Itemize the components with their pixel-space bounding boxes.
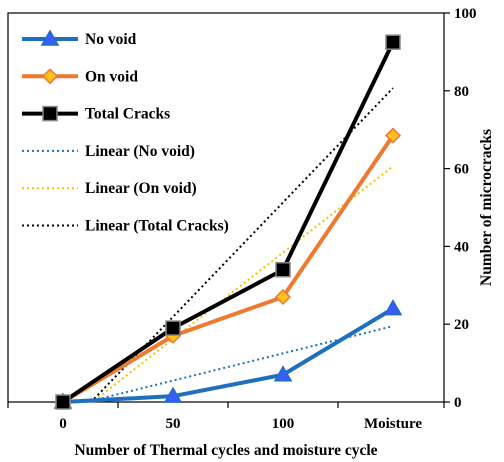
marker-on-void-100 (274, 288, 292, 306)
y-tick-label-0: 0 (454, 395, 462, 411)
trendline-linear-total-cracks (89, 87, 394, 402)
plot-border (7, 12, 445, 403)
legend-item-no-void: No void (22, 29, 137, 48)
marker-on-void-moisture (384, 127, 402, 144)
marker-total-cracks-0 (55, 394, 71, 410)
series-line-on-void (61, 134, 395, 404)
series-line-total-cracks (61, 41, 395, 404)
y-tick-label-80: 80 (454, 84, 469, 100)
legend-marker-on-void (41, 68, 59, 85)
legend-marker-total-cracks (42, 105, 58, 122)
legend: No void On void Total Cracks Linear (No voi… (22, 29, 229, 235)
x-axis-title: Number of Thermal cycles and moisture cy… (74, 442, 377, 459)
x-tick-label-100: 100 (272, 416, 295, 432)
marker-total-cracks-50 (165, 320, 181, 336)
plot-frame (7, 12, 445, 403)
y-axis-title: Number of microcracks (478, 129, 495, 286)
series-line-no-void (62, 306, 395, 404)
marker-total-cracks-moisture (385, 34, 401, 50)
x-tick-label-50: 50 (166, 416, 181, 432)
series-lines (61, 41, 395, 404)
trendlines (82, 87, 394, 402)
legend-item-total-cracks: Total Cracks (22, 106, 170, 123)
legend-label-linear-total-cracks: Linear (Total Cracks) (85, 218, 229, 235)
legend-item-on-void: On void (22, 68, 138, 85)
x-tick-label-moisture: Moisture (364, 416, 422, 432)
legend-label-total-cracks: Total Cracks (85, 106, 170, 123)
y-tick-label-60: 60 (454, 162, 469, 178)
y-tick-label-20: 20 (454, 317, 469, 333)
trendline-linear-no-void (82, 325, 394, 402)
legend-label-no-void: No void (85, 31, 137, 48)
legend-marker-no-void (40, 29, 60, 46)
legend-item-linear-total-cracks: Linear (Total Cracks) (22, 218, 229, 235)
legend-label-linear-on-void: Linear (On void) (85, 180, 197, 197)
x-tick-label-0: 0 (59, 416, 67, 432)
y-tick-label-40: 40 (454, 239, 469, 255)
markers (53, 34, 403, 411)
legend-item-linear-no-void: Linear (No void) (22, 143, 195, 160)
marker-no-void-100 (273, 365, 293, 382)
legend-label-on-void: On void (85, 68, 138, 85)
y-tick-label-100: 100 (454, 6, 477, 22)
marker-no-void-50 (163, 386, 183, 403)
y-axis-ticks: 0 20 40 60 80 100 (444, 6, 477, 411)
legend-label-linear-no-void: Linear (No void) (85, 143, 195, 160)
marker-total-cracks-100 (275, 261, 291, 278)
marker-no-void-moisture (383, 299, 403, 316)
legend-item-linear-on-void: Linear (On void) (22, 180, 197, 197)
x-axis-ticks: 0 50 100 Moisture (7, 402, 445, 432)
